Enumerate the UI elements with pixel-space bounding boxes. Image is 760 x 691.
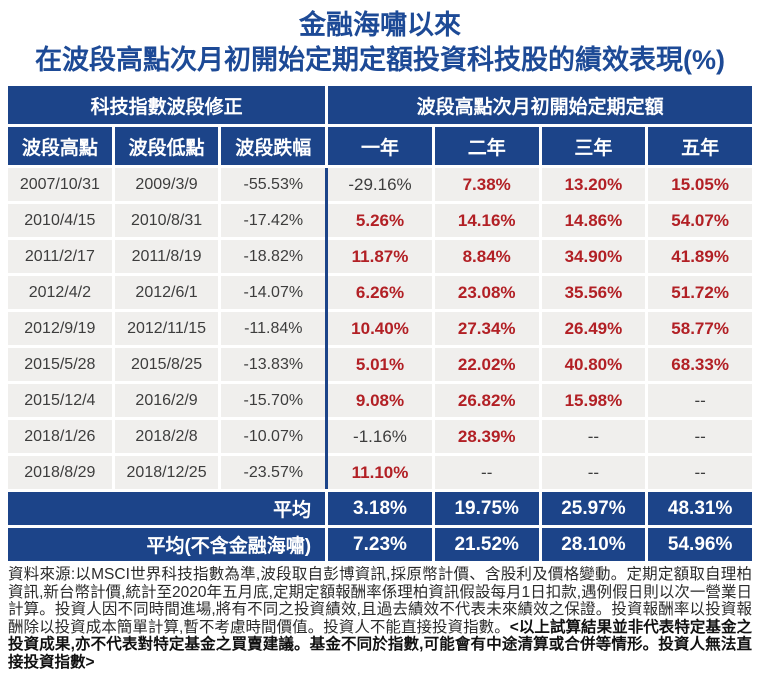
col-header-wave-low: 波段低點 <box>114 127 219 165</box>
wave-low-cell: 2012/6/1 <box>114 276 219 309</box>
average-excl-crisis-5y: 54.96% <box>648 528 752 561</box>
return-2y-cell: 23.08% <box>434 276 539 309</box>
average-1y: 3.18% <box>328 492 432 525</box>
return-1y-cell: 11.87% <box>328 240 432 273</box>
performance-table: 科技指數波段修正 波段高點次月初開始定期定額 波段高點 波段低點 波段跌幅 一年… <box>8 86 752 561</box>
return-5y-cell: 51.72% <box>648 276 752 309</box>
average-excl-crisis-1y: 7.23% <box>328 528 432 561</box>
return-2y-cell: 27.34% <box>434 312 539 345</box>
group-header-dca-start: 波段高點次月初開始定期定額 <box>328 86 752 124</box>
wave-low-cell: 2015/8/25 <box>114 348 219 381</box>
return-5y-cell: 54.07% <box>648 204 752 237</box>
wave-high-cell: 2012/9/19 <box>8 312 112 345</box>
wave-high-cell: 2010/4/15 <box>8 204 112 237</box>
wave-low-cell: 2018/12/25 <box>114 456 219 489</box>
return-1y-cell: 10.40% <box>328 312 432 345</box>
col-header-drawdown: 波段跌幅 <box>221 127 326 165</box>
source-note: 資料來源:以MSCI世界科技指數為準,波段取自彭博資訊,採原幣計價、含股利及價格… <box>8 566 752 636</box>
return-2y-cell: 7.38% <box>434 168 539 201</box>
col-header-5y: 五年 <box>648 127 752 165</box>
average-excl-crisis-label: 平均(不含金融海嘯) <box>8 528 326 561</box>
return-1y-cell: 11.10% <box>328 456 432 489</box>
group-header-index-correction: 科技指數波段修正 <box>8 86 326 124</box>
return-1y-cell: -1.16% <box>328 420 432 453</box>
average-5y: 48.31% <box>648 492 752 525</box>
return-1y-cell: -29.16% <box>328 168 432 201</box>
return-3y-cell: 34.90% <box>541 240 646 273</box>
average-row-label: 平均 <box>8 492 326 525</box>
bold-disclaimer: <以上試算結果並非代表特定基金之投資成果,亦不代表對特定基金之買賣建議。基金不同… <box>8 618 752 671</box>
wave-low-cell: 2011/8/19 <box>114 240 219 273</box>
return-2y-cell: 14.16% <box>434 204 539 237</box>
wave-high-cell: 2018/8/29 <box>8 456 112 489</box>
return-5y-cell: 68.33% <box>648 348 752 381</box>
drawdown-cell: -13.83% <box>221 348 326 381</box>
return-3y-cell: 15.98% <box>541 384 646 417</box>
return-1y-cell: 5.01% <box>328 348 432 381</box>
return-1y-cell: 6.26% <box>328 276 432 309</box>
return-2y-cell: 8.84% <box>434 240 539 273</box>
wave-low-cell: 2010/8/31 <box>114 204 219 237</box>
disclaimer-text: 資料來源:以MSCI世界科技指數為準,波段取自彭博資訊,採原幣計價、含股利及價格… <box>8 566 752 671</box>
return-5y-cell: -- <box>648 384 752 417</box>
drawdown-cell: -23.57% <box>221 456 326 489</box>
wave-high-cell: 2015/5/28 <box>8 348 112 381</box>
drawdown-cell: -18.82% <box>221 240 326 273</box>
return-2y-cell: 28.39% <box>434 420 539 453</box>
drawdown-cell: -10.07% <box>221 420 326 453</box>
drawdown-cell: -55.53% <box>221 168 326 201</box>
return-3y-cell: 14.86% <box>541 204 646 237</box>
return-3y-cell: 40.80% <box>541 348 646 381</box>
wave-low-cell: 2018/2/8 <box>114 420 219 453</box>
return-3y-cell: -- <box>541 420 646 453</box>
title-line1: 金融海嘯以來 <box>299 10 461 40</box>
return-3y-cell: 35.56% <box>541 276 646 309</box>
return-1y-cell: 9.08% <box>328 384 432 417</box>
return-5y-cell: 41.89% <box>648 240 752 273</box>
drawdown-cell: -11.84% <box>221 312 326 345</box>
wave-low-cell: 2009/3/9 <box>114 168 219 201</box>
return-2y-cell: 22.02% <box>434 348 539 381</box>
average-2y: 19.75% <box>434 492 539 525</box>
drawdown-cell: -17.42% <box>221 204 326 237</box>
col-header-3y: 三年 <box>541 127 646 165</box>
wave-high-cell: 2015/12/4 <box>8 384 112 417</box>
average-excl-crisis-3y: 28.10% <box>541 528 646 561</box>
page-title: 金融海嘯以來 在波段高點次月初開始定期定額投資科技股的績效表現(%) <box>8 8 752 78</box>
return-2y-cell: -- <box>434 456 539 489</box>
return-1y-cell: 5.26% <box>328 204 432 237</box>
return-5y-cell: 15.05% <box>648 168 752 201</box>
col-header-wave-high: 波段高點 <box>8 127 112 165</box>
return-3y-cell: 26.49% <box>541 312 646 345</box>
wave-high-cell: 2012/4/2 <box>8 276 112 309</box>
return-5y-cell: -- <box>648 456 752 489</box>
wave-low-cell: 2012/11/15 <box>114 312 219 345</box>
title-line2: 在波段高點次月初開始定期定額投資科技股的績效表現(%) <box>35 45 725 75</box>
column-group-divider <box>325 168 328 489</box>
return-5y-cell: 58.77% <box>648 312 752 345</box>
wave-high-cell: 2007/10/31 <box>8 168 112 201</box>
average-excl-crisis-2y: 21.52% <box>434 528 539 561</box>
col-header-1y: 一年 <box>328 127 432 165</box>
wave-high-cell: 2018/1/26 <box>8 420 112 453</box>
col-header-2y: 二年 <box>434 127 539 165</box>
average-3y: 25.97% <box>541 492 646 525</box>
return-2y-cell: 26.82% <box>434 384 539 417</box>
return-5y-cell: -- <box>648 420 752 453</box>
drawdown-cell: -15.70% <box>221 384 326 417</box>
return-3y-cell: 13.20% <box>541 168 646 201</box>
drawdown-cell: -14.07% <box>221 276 326 309</box>
return-3y-cell: -- <box>541 456 646 489</box>
wave-high-cell: 2011/2/17 <box>8 240 112 273</box>
wave-low-cell: 2016/2/9 <box>114 384 219 417</box>
